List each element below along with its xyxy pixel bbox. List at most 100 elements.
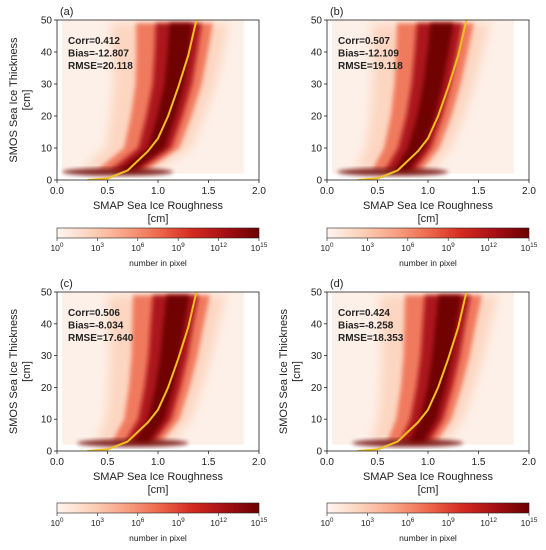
plot-area xyxy=(332,292,514,451)
colorbar-tick-label: 1012 xyxy=(210,517,227,528)
x-axis-unit: [cm] xyxy=(418,213,439,225)
x-tick-label: 1.5 xyxy=(472,186,486,197)
density-thin-ice xyxy=(62,168,174,176)
y-tick-label: 0 xyxy=(46,447,52,458)
density-thin-ice xyxy=(77,439,189,448)
colorbar-tick-base: 10 xyxy=(50,243,60,253)
colorbar-tick-exponent: 6 xyxy=(141,242,145,249)
colorbar-tick-exponent: 0 xyxy=(60,517,64,524)
x-axis-unit: [cm] xyxy=(148,484,169,496)
x-tick-label: 0.0 xyxy=(320,186,334,197)
fit-curve xyxy=(87,20,198,180)
colorbar-tick-base: 10 xyxy=(131,243,141,253)
colorbar-tick-exponent: 3 xyxy=(370,242,374,249)
fit-curve xyxy=(357,20,468,180)
colorbar-label: number in pixel xyxy=(399,533,457,543)
colorbar-bar xyxy=(56,502,260,514)
fit-curve xyxy=(87,292,198,451)
colorbar-tick-exponent: 3 xyxy=(370,517,374,524)
x-axis-label: SMAP Sea Ice Roughness xyxy=(93,200,224,212)
x-tick-label: 2.0 xyxy=(252,457,266,468)
y-tick-label: 30 xyxy=(41,80,53,91)
x-tick-label: 2.0 xyxy=(252,186,266,197)
y-tick-label: 40 xyxy=(311,48,323,59)
panel-label: (c) xyxy=(60,278,73,290)
x-tick-label: 0.0 xyxy=(50,186,64,197)
stats-line: Bias=-12.109 xyxy=(338,49,399,60)
x-axis-unit: [cm] xyxy=(418,484,439,496)
x-tick-label: 1.5 xyxy=(472,457,486,468)
y-tick-label: 30 xyxy=(311,351,323,362)
colorbar-tick-base: 10 xyxy=(361,243,371,253)
colorbar-tick-label: 1015 xyxy=(251,517,268,528)
plot-area xyxy=(332,20,514,180)
stats-line: RMSE=19.118 xyxy=(338,61,403,72)
y-axis-unit: [cm] xyxy=(21,90,33,111)
y-tick-label: 50 xyxy=(311,288,323,299)
colorbar-tick-base: 10 xyxy=(131,518,141,528)
stats-line: Corr=0.412 xyxy=(68,36,120,47)
panel-label: (b) xyxy=(330,6,343,18)
y-axis-label: SMOS Sea Ice Thickness xyxy=(8,37,20,163)
colorbar-bar xyxy=(326,502,530,514)
x-tick-label: 2.0 xyxy=(522,186,536,197)
plot-area xyxy=(62,20,244,180)
stats-line: RMSE=17.640 xyxy=(68,333,134,344)
y-tick-label: 10 xyxy=(41,415,53,426)
colorbar-tick-exponent: 0 xyxy=(330,517,334,524)
y-tick-label: 10 xyxy=(41,144,53,155)
colorbar-tick-base: 10 xyxy=(320,518,330,528)
colorbar-tick-exponent: 15 xyxy=(260,517,268,524)
y-tick-label: 0 xyxy=(46,176,52,187)
colorbar-tick-exponent: 12 xyxy=(490,517,498,524)
x-tick-label: 0.5 xyxy=(371,186,385,197)
y-tick-label: 20 xyxy=(311,112,323,123)
colorbar-tick-label: 106 xyxy=(131,517,144,528)
colorbar-tick-label: 103 xyxy=(361,242,374,253)
colorbar-bar xyxy=(326,227,530,239)
colorbar-tick-base: 10 xyxy=(442,518,452,528)
colorbar-tick-label: 100 xyxy=(320,517,333,528)
y-axis-label: SMOS Sea Ice Thickness xyxy=(278,308,290,434)
stats-line: RMSE=20.118 xyxy=(68,61,133,72)
colorbar-tick-exponent: 9 xyxy=(451,242,455,249)
y-tick-label: 10 xyxy=(311,415,323,426)
x-tick-label: 0.5 xyxy=(371,457,385,468)
colorbar-label: number in pixel xyxy=(129,533,187,543)
y-axis-label: SMOS Sea Ice Thickness xyxy=(8,308,20,434)
y-tick-label: 40 xyxy=(41,319,53,330)
colorbar-tick-exponent: 15 xyxy=(530,517,538,524)
colorbar-tick-exponent: 0 xyxy=(330,242,334,249)
colorbar-label: number in pixel xyxy=(399,258,457,268)
y-tick-label: 0 xyxy=(316,176,322,187)
x-axis-label: SMAP Sea Ice Roughness xyxy=(93,471,224,483)
colorbar-tick-base: 10 xyxy=(251,518,261,528)
plot-area xyxy=(62,292,244,451)
y-tick-label: 30 xyxy=(311,80,323,91)
colorbar-tick-base: 10 xyxy=(320,243,330,253)
density-core xyxy=(134,295,190,442)
y-tick-label: 20 xyxy=(41,383,53,394)
y-axis-unit: [cm] xyxy=(21,361,33,382)
x-tick-label: 0.0 xyxy=(320,457,334,468)
colorbar-tick-exponent: 6 xyxy=(411,517,415,524)
colorbar-tick-base: 10 xyxy=(91,518,101,528)
colorbar-tick-base: 10 xyxy=(361,518,371,528)
density-core xyxy=(409,295,462,442)
x-axis-label: SMAP Sea Ice Roughness xyxy=(363,200,494,212)
y-tick-label: 10 xyxy=(311,144,323,155)
x-tick-label: 2.0 xyxy=(522,457,536,468)
colorbar-tick-base: 10 xyxy=(521,243,531,253)
colorbar-bar xyxy=(56,227,260,239)
x-tick-label: 0.0 xyxy=(50,457,64,468)
x-tick-label: 0.5 xyxy=(101,186,115,197)
colorbar-tick-label: 103 xyxy=(91,517,104,528)
stats-line: Bias=-8.034 xyxy=(68,321,124,332)
y-tick-label: 20 xyxy=(311,383,323,394)
y-tick-label: 50 xyxy=(41,288,53,299)
colorbar-tick-base: 10 xyxy=(521,518,531,528)
